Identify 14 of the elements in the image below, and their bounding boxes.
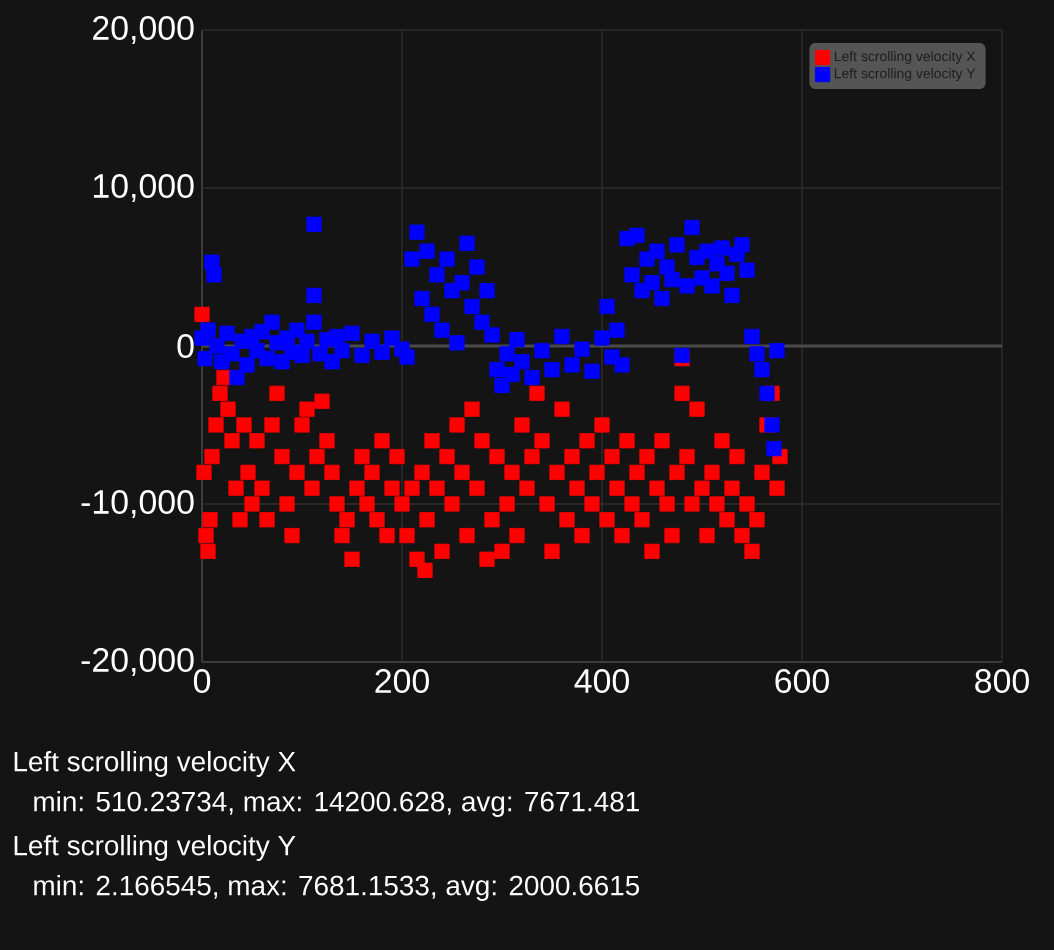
text: Left scrolling velocity X <box>14 750 296 777</box>
x-tick-label: 600 <box>775 669 829 693</box>
y-tick-label: 10,000 <box>93 173 194 202</box>
x-tick-label: 200 <box>375 669 429 693</box>
x-tick-label: 0 <box>193 669 211 693</box>
text: min: 2.166545, max: 7681.1533, avg: 2000.6615 <box>34 874 640 901</box>
y-tick-label: 20,000 <box>93 15 194 44</box>
y-tick-label: -20,000 <box>81 647 194 676</box>
y-tick-label: -10,000 <box>81 489 194 518</box>
text: Left scrolling velocity Y <box>14 834 296 861</box>
y-tick-label: 0 <box>177 333 194 358</box>
x-tick-label: 800 <box>975 669 1029 693</box>
x-tick-label: 400 <box>574 669 629 693</box>
text: min: 510.23734, max: 14200.628, avg: 7671.481 <box>34 790 639 817</box>
